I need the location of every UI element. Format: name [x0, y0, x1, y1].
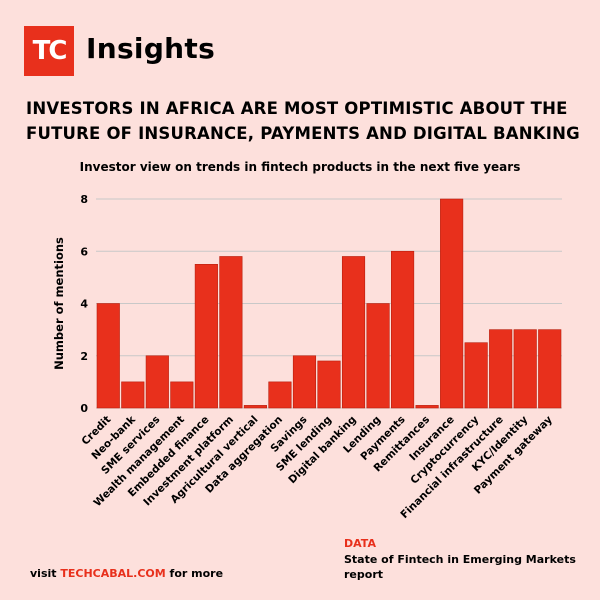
bar: [391, 250, 415, 409]
bar: [170, 381, 194, 409]
y-tick-label: 0: [80, 402, 88, 415]
bar: [489, 329, 513, 409]
bar: [317, 360, 341, 409]
y-axis-label: Number of mentions: [52, 237, 66, 370]
bar: [292, 355, 317, 409]
footer-visit: visit TECHCABAL.COM for more: [30, 567, 223, 580]
footer-suffix: for more: [165, 567, 224, 580]
bar: [219, 256, 243, 409]
footer-prefix: visit: [30, 567, 61, 580]
bar: [513, 329, 537, 409]
bar: [440, 198, 464, 409]
bar: [538, 329, 562, 409]
logo-monogram: TC: [32, 36, 68, 66]
bar: [121, 381, 145, 409]
footer-link[interactable]: TECHCABAL.COM: [60, 567, 166, 580]
y-tick-label: 8: [80, 193, 88, 206]
bar: [464, 342, 488, 409]
headline: INVESTORS IN AFRICA ARE MOST OPTIMISTIC …: [26, 99, 580, 143]
bar: [415, 405, 439, 409]
bar: [145, 355, 169, 409]
data-source: State of Fintech in Emerging Markets rep…: [344, 553, 576, 581]
techcabal-logo: TC: [24, 26, 74, 76]
bar: [366, 303, 390, 409]
y-tick-label: 6: [80, 245, 88, 258]
data-label: DATA: [344, 537, 376, 550]
bar: [341, 256, 366, 409]
bar: [194, 264, 218, 409]
y-tick-label: 4: [80, 298, 88, 311]
brand-name: Insights: [86, 32, 216, 65]
y-tick-label: 2: [80, 350, 88, 363]
bar: [243, 405, 267, 409]
chart-title: Investor view on trends in fintech produ…: [79, 160, 521, 174]
bar: [268, 381, 292, 409]
bar: [96, 303, 120, 409]
